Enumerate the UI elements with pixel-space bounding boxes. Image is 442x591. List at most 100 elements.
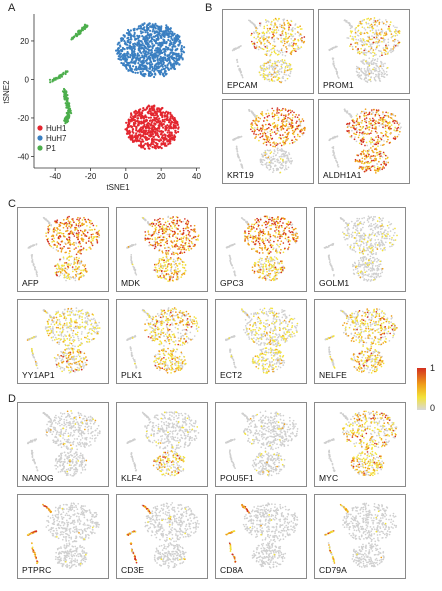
- cell-point: [278, 33, 281, 36]
- huh7-point: [153, 24, 156, 27]
- cell-point: [186, 219, 189, 222]
- cell-point: [66, 268, 69, 271]
- huh1-point: [174, 126, 178, 129]
- cell-point: [82, 240, 84, 242]
- cell-point: [349, 27, 352, 30]
- cell-point: [333, 152, 335, 155]
- cell-point: [358, 134, 361, 136]
- cell-point: [187, 229, 189, 232]
- cell-point: [261, 128, 264, 131]
- cell-point: [280, 65, 283, 68]
- cell-point: [272, 145, 274, 148]
- cell-point: [89, 226, 91, 229]
- huh1-point: [173, 116, 176, 120]
- cell-point: [286, 19, 289, 22]
- cell-point: [392, 34, 395, 37]
- huh7-point: [148, 45, 152, 48]
- cell-point: [397, 133, 400, 136]
- cell-point: [371, 150, 374, 152]
- cell-point: [185, 221, 188, 223]
- cell-point: [291, 159, 293, 162]
- huh1-point: [177, 127, 180, 130]
- cell-point: [273, 71, 276, 73]
- cell-point: [176, 245, 179, 247]
- cell-point: [374, 126, 377, 128]
- cell-point: [387, 51, 389, 54]
- cell-point: [65, 271, 68, 274]
- cell-point: [182, 245, 185, 247]
- cell-point: [77, 229, 79, 232]
- huh1-point: [156, 107, 159, 110]
- cell-point: [386, 66, 389, 69]
- cell-point: [389, 21, 392, 23]
- cell-point: [381, 117, 383, 119]
- cell-point: [381, 52, 383, 54]
- cell-point: [69, 226, 72, 229]
- cell-point: [354, 28, 357, 31]
- cell-point: [278, 111, 280, 114]
- huh1-point: [127, 123, 130, 126]
- huh7-point: [144, 64, 147, 67]
- cell-point: [295, 113, 298, 116]
- cell-point: [372, 159, 375, 162]
- huh7-point: [142, 56, 145, 59]
- cell-point: [78, 221, 81, 224]
- cell-point: [367, 22, 370, 25]
- cell-point: [159, 217, 161, 220]
- huh1-point: [174, 129, 177, 132]
- cell-point: [280, 26, 283, 29]
- cell-point: [297, 46, 300, 49]
- cell-point: [370, 130, 373, 132]
- huh1-point: [162, 140, 165, 143]
- cell-point: [274, 67, 276, 70]
- cell-point: [58, 267, 60, 269]
- cell-point: [273, 131, 276, 133]
- cell-point: [188, 232, 190, 234]
- cell-point: [291, 49, 294, 52]
- cell-point: [237, 155, 239, 157]
- cell-point: [282, 44, 285, 47]
- cell-point: [280, 41, 282, 43]
- cell-point: [157, 236, 159, 239]
- cell-point: [382, 165, 385, 168]
- cell-point: [178, 238, 181, 241]
- huh7-point: [127, 28, 130, 32]
- cell-point: [80, 248, 83, 251]
- huh7-point: [120, 39, 123, 42]
- cell-point: [367, 149, 370, 152]
- cell-point: [358, 68, 361, 70]
- cell-point: [271, 68, 274, 71]
- cell-point: [90, 233, 93, 236]
- cell-point: [78, 219, 80, 221]
- huh1-point: [174, 131, 177, 134]
- huh1-point: [152, 135, 155, 138]
- cell-point: [397, 42, 399, 45]
- cell-point: [271, 107, 274, 110]
- cell-point: [163, 244, 166, 246]
- cell-point: [383, 140, 385, 142]
- cell-point: [91, 238, 93, 240]
- cell-point: [349, 30, 352, 32]
- cell-point: [261, 32, 264, 34]
- cell-point: [358, 71, 360, 74]
- cell-point: [280, 125, 282, 128]
- cell-point: [44, 218, 47, 221]
- cell-point: [281, 51, 284, 54]
- huh1-point: [158, 127, 161, 130]
- cell-point: [273, 118, 276, 120]
- huh1-point: [169, 122, 172, 125]
- cell-point: [390, 33, 393, 35]
- cell-point: [394, 138, 396, 140]
- cell-point: [170, 225, 173, 228]
- cell-point: [289, 67, 291, 69]
- cell-point: [268, 41, 270, 44]
- cell-point: [51, 241, 53, 243]
- cell-point: [65, 225, 68, 228]
- cell-point: [182, 232, 185, 234]
- cell-point: [85, 221, 88, 223]
- cell-point: [237, 137, 240, 139]
- cell-point: [366, 127, 369, 129]
- cell-point: [296, 31, 299, 33]
- huh7-point: [178, 63, 181, 66]
- cell-point: [291, 139, 293, 142]
